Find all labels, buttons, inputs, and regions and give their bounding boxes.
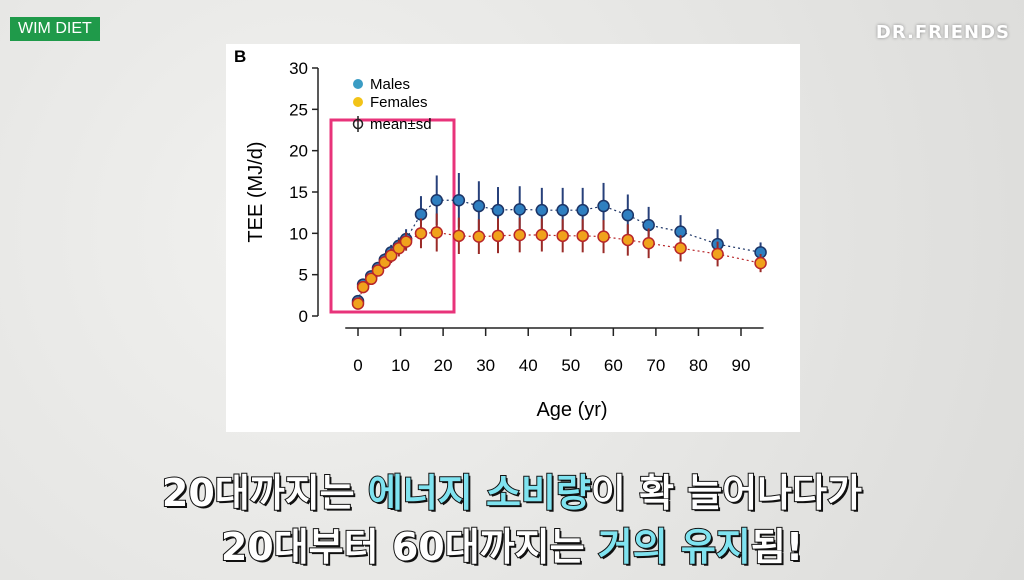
y-tick-label: 25	[289, 100, 308, 119]
y-tick-label: 5	[299, 266, 308, 285]
mean-point	[399, 235, 413, 248]
brand: DR.FRIENDS	[875, 22, 1010, 43]
mean-point	[364, 272, 378, 286]
mean-point	[472, 199, 486, 213]
mean-point	[754, 256, 767, 270]
mean-point	[535, 203, 549, 217]
chart-panel	[226, 44, 800, 432]
subtitle-segment: 20대부터 60대까지는	[220, 524, 598, 570]
x-tick-label: 10	[391, 356, 410, 375]
x-tick-label: 80	[689, 356, 708, 375]
x-tick-label: 50	[561, 356, 580, 375]
mean-point	[351, 297, 365, 310]
mean-point	[513, 203, 526, 216]
legend-marker	[353, 97, 363, 107]
mean-point	[491, 203, 505, 217]
x-axis-label: Age (yr)	[536, 399, 607, 421]
y-axis-label: TEE (MJ/d)	[245, 141, 267, 242]
mean-point	[356, 280, 370, 294]
y-tick-label: 20	[289, 142, 308, 161]
panel-label: B	[234, 47, 246, 66]
mean-point	[621, 233, 635, 247]
mean-point	[414, 227, 428, 240]
x-tick-label: 30	[476, 356, 495, 375]
mean-point	[711, 247, 724, 261]
subtitle-line: 20대까지는 에너지 소비량이 확 늘어나다가	[0, 462, 1024, 517]
y-tick-label: 0	[299, 307, 308, 326]
mean-point	[621, 208, 635, 222]
mean-point	[430, 194, 443, 207]
mean-point	[430, 226, 443, 239]
x-tick-label: 0	[353, 356, 362, 375]
mean-point	[576, 203, 589, 217]
y-tick-label: 30	[289, 59, 308, 78]
mean-point	[452, 229, 466, 243]
x-tick-label: 70	[646, 356, 665, 375]
subtitle-segment: 에너지 소비량	[367, 470, 592, 516]
subtitle-line: 20대부터 60대까지는 거의 유지됨!	[0, 516, 1024, 571]
mean-point	[472, 230, 486, 243]
legend-marker	[353, 79, 363, 89]
mean-point	[674, 241, 687, 255]
subtitle-segment: 거의 유지	[597, 524, 752, 570]
mean-point	[414, 208, 428, 221]
mean-point	[384, 249, 398, 262]
x-tick-label: 60	[604, 356, 623, 375]
mean-point	[535, 228, 549, 242]
x-tick-label: 20	[434, 356, 453, 375]
mean-point	[556, 229, 569, 243]
mean-point	[597, 230, 610, 243]
y-tick-label: 15	[289, 183, 308, 202]
x-tick-label: 90	[732, 356, 751, 375]
legend-label: Females	[370, 94, 428, 111]
subtitle-segment: 20대까지는	[161, 470, 368, 516]
x-tick-label: 40	[519, 356, 538, 375]
highlight-box	[329, 118, 456, 314]
mean-point	[556, 203, 569, 217]
mean-point	[576, 229, 589, 243]
mean-point	[371, 264, 385, 277]
mean-point	[513, 228, 526, 242]
badge: WIM DIET	[10, 17, 100, 41]
mean-point	[597, 199, 610, 213]
legend-label: mean±sd	[370, 116, 432, 133]
mean-point	[452, 194, 466, 207]
y-tick-label: 10	[289, 224, 308, 243]
legend-label: Males	[370, 76, 410, 93]
mean-point	[491, 229, 505, 243]
subtitle-segment: 됨!	[750, 524, 804, 570]
subtitle-segment: 이 확 늘어나다가	[590, 470, 863, 516]
mean-point	[642, 237, 655, 250]
